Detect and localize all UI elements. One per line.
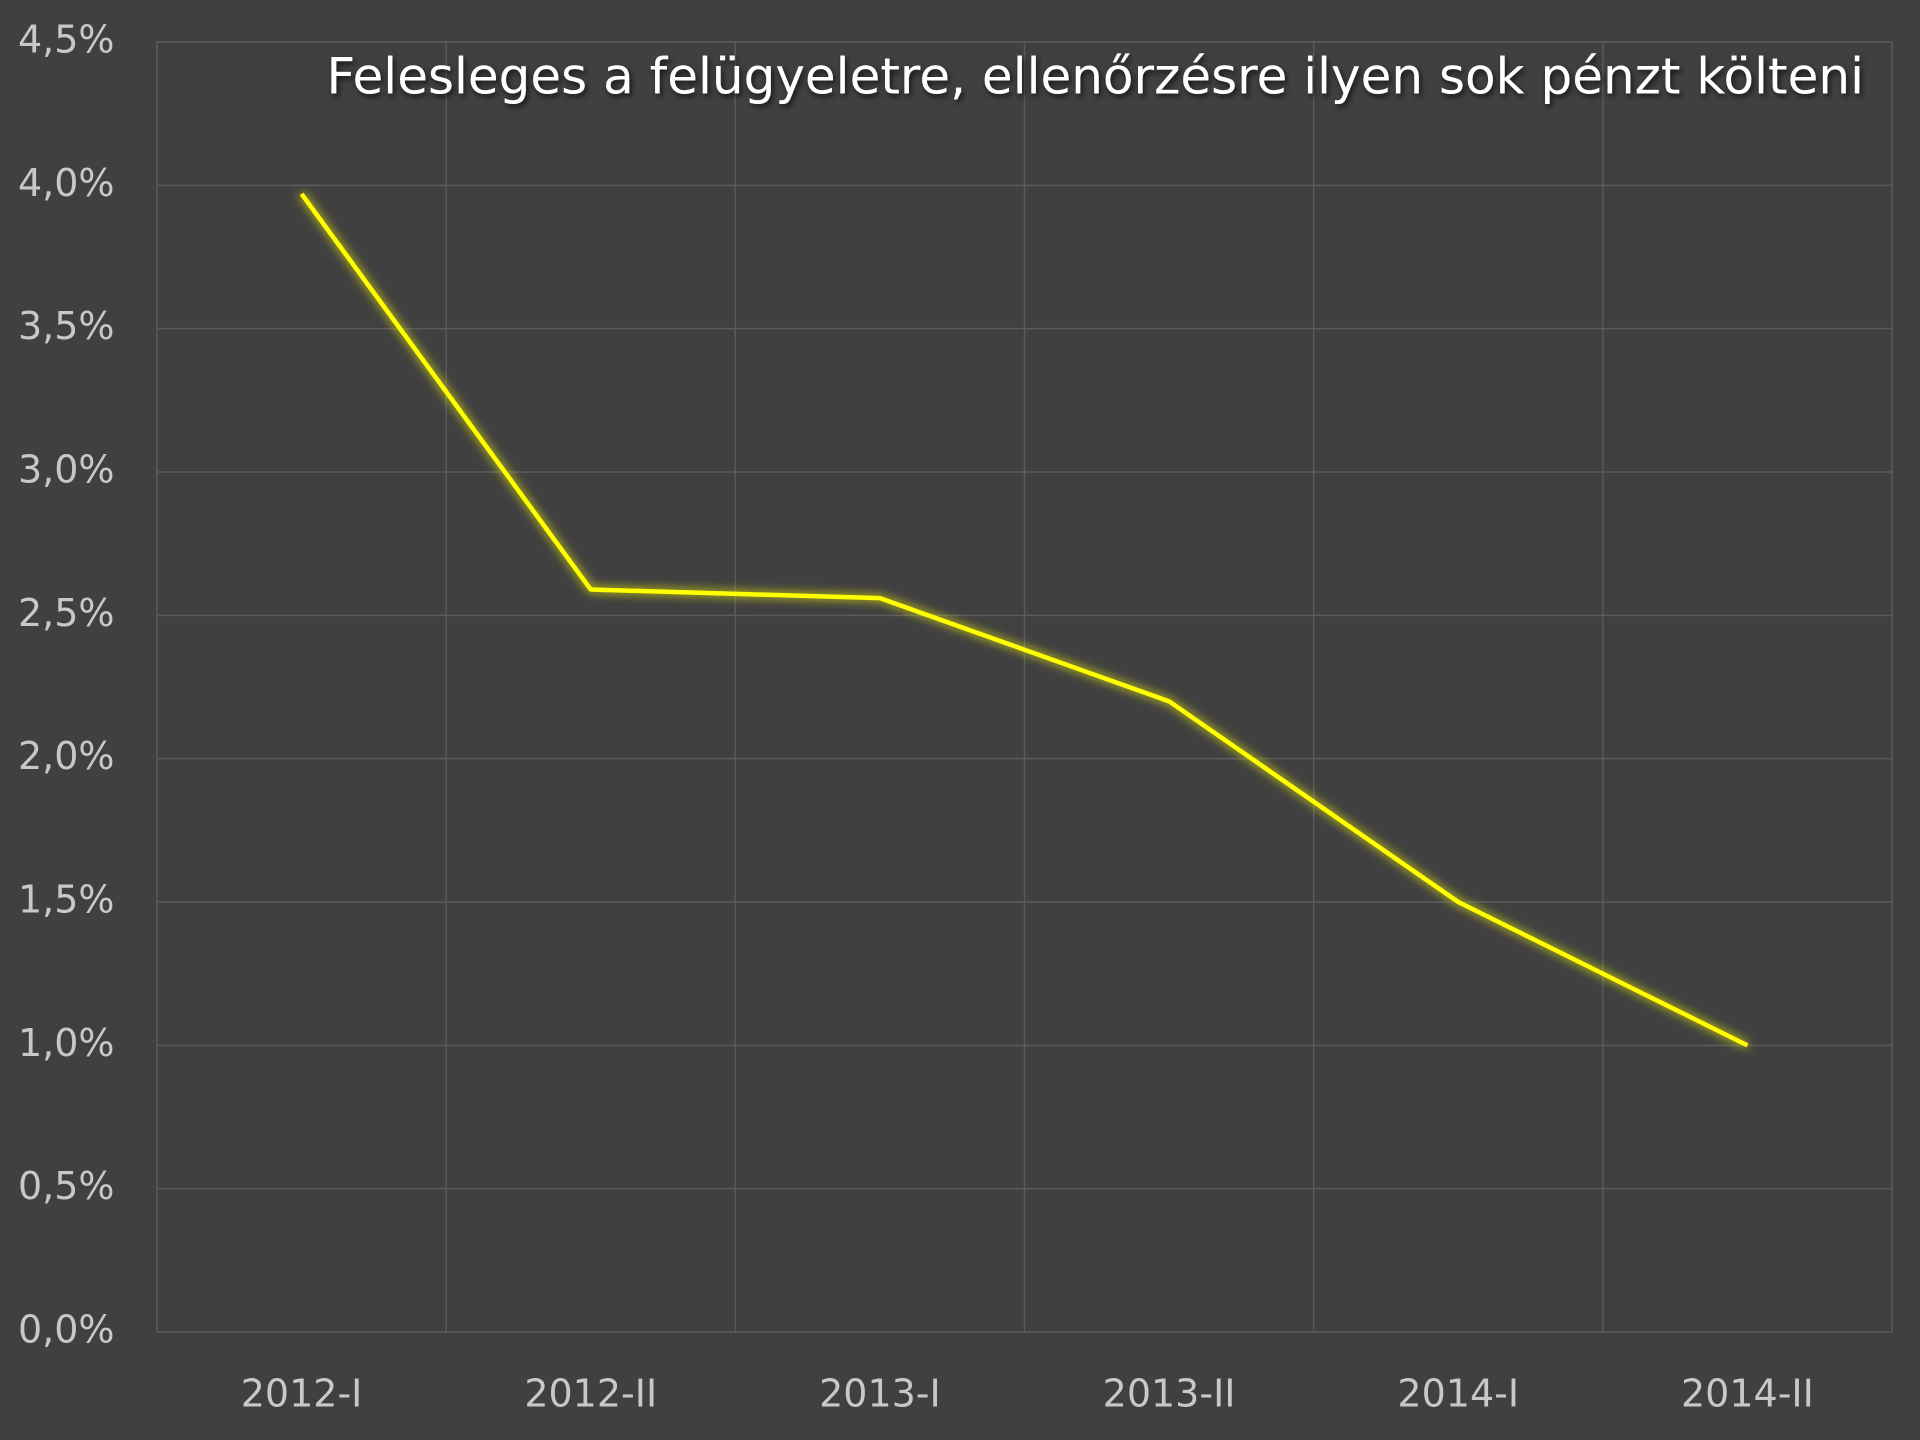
y-tick-label: 1,5% [18, 878, 115, 922]
y-tick-label: 2,5% [18, 591, 115, 635]
x-tick-label: 2013-II [1103, 1372, 1236, 1416]
y-tick-label: 3,0% [18, 448, 115, 492]
y-tick-label: 3,5% [18, 304, 115, 348]
y-tick-label: 1,0% [18, 1021, 115, 1065]
y-tick-label: 2,0% [18, 734, 115, 778]
y-tick-label: 0,5% [18, 1164, 115, 1208]
x-tick-label: 2014-II [1681, 1372, 1814, 1416]
x-tick-label: 2014-I [1397, 1372, 1519, 1416]
chart-title: Felesleges a felügyeletre, ellenőrzésre … [327, 48, 1864, 106]
y-tick-label: 4,5% [18, 18, 115, 62]
x-tick-label: 2012-II [524, 1372, 657, 1416]
x-tick-label: 2013-I [819, 1372, 941, 1416]
x-tick-label: 2012-I [241, 1372, 363, 1416]
y-tick-label: 4,0% [18, 161, 115, 205]
line [299, 192, 1749, 1048]
y-tick-label: 0,0% [18, 1308, 115, 1352]
